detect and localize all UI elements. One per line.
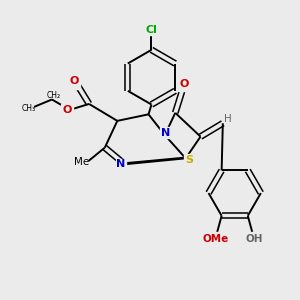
Text: N: N	[116, 159, 125, 169]
Text: OH: OH	[246, 234, 263, 244]
Text: OMe: OMe	[202, 234, 229, 244]
Text: N: N	[161, 128, 170, 138]
Bar	[61, 104, 73, 116]
Bar	[116, 159, 126, 169]
Bar	[160, 128, 171, 138]
Bar	[205, 232, 226, 243]
Bar	[144, 24, 159, 35]
Text: Cl: Cl	[146, 25, 158, 34]
Text: CH₃: CH₃	[22, 104, 36, 113]
Bar	[184, 154, 195, 165]
Text: CH₂: CH₂	[46, 92, 61, 100]
Text: S: S	[185, 155, 193, 165]
Text: H: H	[224, 114, 232, 124]
Text: Me: Me	[74, 158, 90, 167]
Text: O: O	[70, 76, 79, 86]
Text: O: O	[63, 105, 72, 115]
Bar	[178, 80, 190, 92]
Text: O: O	[179, 79, 189, 89]
Bar	[68, 77, 80, 89]
Bar	[246, 232, 263, 243]
